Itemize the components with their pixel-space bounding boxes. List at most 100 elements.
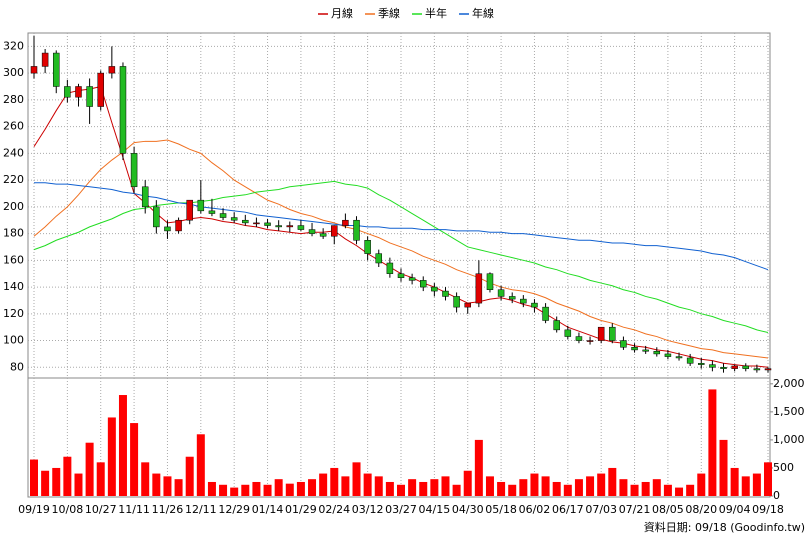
volume-bar (641, 481, 650, 496)
candle-body (164, 226, 171, 232)
x-tick-label: 07/21 (619, 503, 651, 516)
volume-bar (752, 473, 761, 496)
candle-body (453, 296, 460, 308)
volume-bar (485, 476, 494, 496)
volume-bar (352, 462, 361, 496)
volume-bar (741, 476, 750, 496)
volume-bar (141, 462, 150, 496)
volume-bar (330, 467, 339, 496)
candle-body (686, 357, 694, 364)
y2-tick-label: 1,500 (773, 405, 805, 418)
x-tick-label: 11/26 (152, 503, 184, 516)
y-tick-label: 220 (3, 173, 24, 186)
y-tick-label: 140 (3, 280, 24, 293)
candle-body (197, 199, 205, 212)
volume-bar (508, 484, 517, 496)
legend-label: 半年 (425, 6, 447, 20)
x-tick-label: 04/15 (419, 503, 451, 516)
candle-body (297, 225, 305, 230)
candle-body (442, 290, 449, 297)
legend-label: 季線 (378, 6, 400, 20)
candle-body (397, 273, 405, 278)
y-tick-label: 320 (3, 39, 24, 52)
candle-body (486, 273, 494, 290)
candle-body (186, 199, 193, 221)
volume-bar (185, 456, 194, 496)
candle-body (253, 222, 260, 225)
candle-body (264, 222, 271, 226)
x-tick-label: 10/08 (52, 503, 84, 516)
y-tick-label: 180 (3, 227, 24, 240)
volume-bar (697, 473, 706, 496)
candle-body (108, 66, 116, 74)
candle-body (508, 296, 516, 300)
candle-body (497, 289, 505, 297)
y2-tick-label: 0 (773, 489, 780, 502)
candle-body (130, 153, 138, 188)
volume-bar (385, 481, 394, 496)
candle-body (664, 353, 672, 357)
y-tick-label: 100 (3, 334, 24, 347)
volume-bar (530, 473, 539, 496)
candle-body (230, 217, 238, 221)
volume-bar (52, 467, 61, 496)
volume-bar (730, 467, 739, 496)
x-tick-label: 01/14 (252, 503, 284, 516)
x-tick-label: 07/03 (585, 503, 617, 516)
candle-body (52, 52, 60, 87)
volume-bar (686, 484, 695, 496)
volume-bar (441, 476, 450, 496)
candle-body (86, 86, 93, 107)
x-tick-label: 06/17 (552, 503, 584, 516)
volume-bar (152, 473, 161, 496)
volume-bar (663, 484, 672, 496)
x-tick-label: 06/02 (519, 503, 551, 516)
annotation: 資料日期: 09/18 (Goodinfo.tw) (644, 520, 805, 534)
plot-frame (27, 32, 771, 498)
volume-bar (207, 481, 216, 496)
x-tick-label: 08/20 (685, 503, 717, 516)
x-tick-label: 04/30 (452, 503, 484, 516)
candle-body (153, 206, 160, 228)
volume-bar (285, 483, 294, 496)
candle-body (586, 340, 594, 342)
legend-label: 年線 (472, 6, 494, 20)
candle-body (41, 52, 49, 67)
x-tick-label: 08/05 (652, 503, 684, 516)
volume-bar (74, 473, 83, 496)
candle-body (353, 219, 360, 241)
y-tick-label: 260 (3, 120, 24, 133)
volume-bar (541, 476, 550, 496)
candle-body (208, 210, 216, 214)
x-tick-label: 09/19 (18, 503, 50, 516)
volume-bar (85, 442, 94, 496)
candle-body (319, 233, 327, 237)
candle-body (275, 225, 282, 228)
y-tick-label: 80 (10, 360, 24, 373)
volume-bar (764, 462, 772, 496)
candle-body (653, 351, 661, 355)
y2-tick-label: 2,000 (773, 377, 805, 390)
x-tick-label: 09/18 (752, 503, 784, 516)
candle-body (375, 253, 383, 264)
volume-bar (63, 456, 72, 496)
y-tick-label: 120 (3, 307, 24, 320)
volume-bar (41, 470, 50, 496)
volume-bar (708, 389, 717, 496)
volume-bar (230, 487, 239, 496)
y2-tick-label: 500 (773, 461, 794, 474)
volume-bar (675, 487, 684, 496)
volume-bar (408, 479, 417, 496)
ma-line (33, 139, 769, 359)
candle-body (75, 86, 82, 98)
candle-body (364, 240, 371, 254)
candle-body (575, 336, 583, 341)
ma-line (34, 182, 769, 271)
volume-bar (397, 484, 405, 496)
volume-bar (552, 481, 561, 496)
volume-bar (130, 423, 139, 496)
candle-body (286, 225, 294, 228)
candle-body (464, 302, 471, 308)
candle-body (720, 367, 727, 369)
